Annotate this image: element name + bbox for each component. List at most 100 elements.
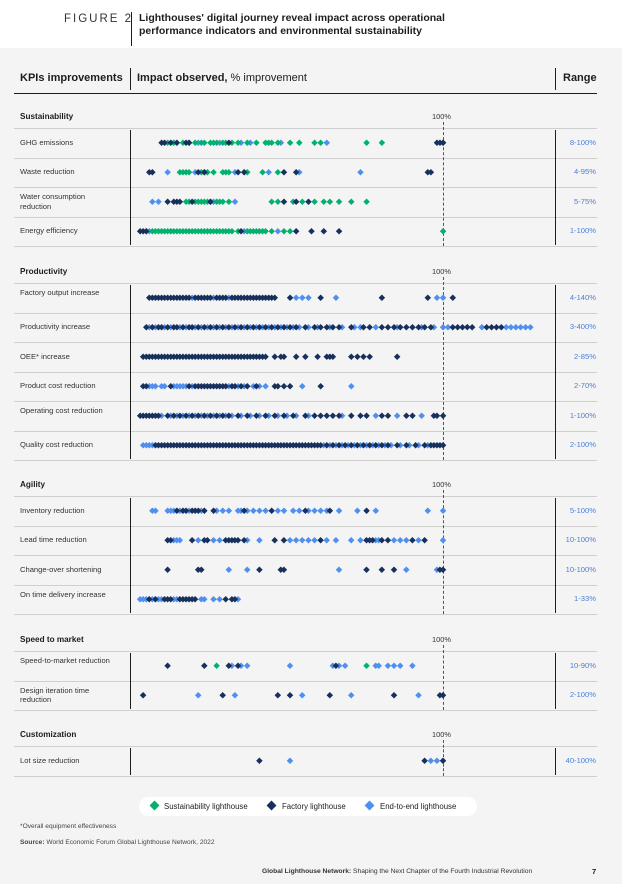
factory-lighthouse-point bbox=[366, 353, 373, 360]
factory-lighthouse-point bbox=[286, 294, 294, 301]
factory-lighthouse-point bbox=[149, 168, 156, 176]
end-to-end-lighthouse-point bbox=[289, 507, 297, 514]
factory-lighthouse-point bbox=[335, 412, 343, 419]
factory-lighthouse-point bbox=[173, 139, 181, 146]
end-to-end-lighthouse-point bbox=[210, 537, 217, 544]
range-value: 2-100% bbox=[569, 690, 596, 700]
factory-lighthouse-point bbox=[439, 441, 447, 449]
factory-lighthouse-point bbox=[363, 566, 370, 574]
factory-lighthouse-point bbox=[302, 353, 309, 360]
end-to-end-lighthouse-point bbox=[164, 168, 171, 176]
end-to-end-lighthouse-point bbox=[393, 412, 401, 419]
factory-lighthouse-point bbox=[421, 537, 428, 544]
factory-lighthouse-point bbox=[449, 323, 457, 331]
factory-lighthouse-point bbox=[393, 353, 401, 360]
factory-lighthouse-point bbox=[292, 227, 300, 235]
factory-lighthouse-point bbox=[262, 323, 269, 331]
factory-lighthouse-point bbox=[409, 323, 416, 331]
end-to-end-lighthouse-point bbox=[176, 537, 184, 544]
factory-lighthouse-point bbox=[409, 537, 416, 544]
factory-lighthouse-point bbox=[256, 757, 263, 765]
sustainability-lighthouse-point bbox=[363, 198, 370, 205]
factory-lighthouse-point bbox=[237, 382, 245, 390]
factory-lighthouse-point bbox=[403, 412, 410, 419]
factory-lighthouse-point bbox=[292, 323, 300, 331]
end-to-end-lighthouse-point bbox=[155, 198, 162, 205]
factory-lighthouse-point bbox=[289, 412, 297, 419]
factory-lighthouse-point bbox=[335, 323, 343, 331]
end-to-end-lighthouse-point bbox=[439, 323, 447, 331]
reference-100-label: 100% bbox=[432, 730, 451, 739]
end-to-end-lighthouse-point bbox=[305, 294, 312, 301]
sustainability-lighthouse-point bbox=[348, 198, 355, 205]
range-value: 40-100% bbox=[565, 755, 596, 765]
row-separator bbox=[14, 584, 597, 586]
sustainability-lighthouse-point bbox=[280, 227, 288, 235]
factory-lighthouse-point bbox=[427, 168, 435, 176]
factory-lighthouse-point bbox=[185, 139, 193, 146]
legend: Sustainability lighthouse Factory lighth… bbox=[139, 797, 477, 816]
label-column-divider bbox=[130, 748, 131, 775]
factory-lighthouse-point bbox=[201, 412, 208, 419]
factory-lighthouse-point bbox=[397, 323, 404, 331]
end-to-end-lighthouse-point bbox=[335, 566, 343, 574]
factory-lighthouse-point bbox=[280, 168, 288, 176]
factory-lighthouse-point bbox=[234, 537, 242, 544]
factory-lighthouse-point bbox=[369, 537, 376, 544]
factory-lighthouse-point bbox=[323, 412, 331, 419]
sustainability-lighthouse-point bbox=[185, 168, 193, 176]
factory-lighthouse-point bbox=[222, 294, 230, 301]
factory-lighthouse-point bbox=[348, 323, 355, 331]
sustainability-lighthouse-point bbox=[439, 227, 447, 235]
factory-lighthouse-point bbox=[302, 323, 309, 331]
factory-lighthouse-point bbox=[311, 323, 318, 331]
factory-lighthouse-point bbox=[271, 412, 279, 419]
end-to-end-lighthouse-point bbox=[292, 537, 300, 544]
factory-lighthouse-point bbox=[167, 382, 175, 390]
sustainability-lighthouse-point bbox=[253, 139, 260, 146]
kpi-label: Energy efficiency bbox=[20, 226, 78, 236]
factory-lighthouse-point bbox=[302, 412, 309, 419]
factory-lighthouse-point bbox=[167, 537, 174, 544]
factory-lighthouse-point bbox=[149, 323, 156, 331]
end-to-end-lighthouse-point bbox=[231, 198, 239, 205]
factory-lighthouse-point bbox=[188, 323, 196, 331]
end-to-end-lighthouse-point bbox=[311, 537, 318, 544]
row-separator bbox=[14, 525, 597, 527]
factory-lighthouse-point bbox=[274, 382, 282, 390]
kpi-label: Water consumption reduction bbox=[20, 192, 86, 211]
factory-lighthouse-point bbox=[188, 537, 196, 544]
end-to-end-lighthouse-point bbox=[256, 537, 263, 544]
end-to-end-lighthouse-point bbox=[317, 507, 324, 514]
label-column-divider bbox=[130, 285, 131, 459]
reference-100-label: 100% bbox=[432, 267, 451, 276]
range-value: 1-33% bbox=[574, 594, 596, 604]
sustainability-lighthouse-point bbox=[320, 198, 328, 205]
factory-lighthouse-point bbox=[256, 323, 263, 331]
factory-lighthouse-point bbox=[493, 323, 500, 331]
factory-lighthouse-point bbox=[268, 323, 275, 331]
range-value: 8-100% bbox=[569, 137, 596, 147]
factory-lighthouse-point bbox=[185, 294, 193, 301]
figure-divider bbox=[131, 12, 132, 46]
kpi-label: Inventory reduction bbox=[20, 505, 85, 515]
row-separator bbox=[14, 401, 597, 402]
sustainability-lighthouse-point bbox=[225, 168, 233, 176]
factory-lighthouse-point bbox=[483, 323, 490, 331]
factory-lighthouse-point bbox=[317, 294, 324, 301]
factory-lighthouse-point bbox=[164, 323, 171, 331]
range-column-divider bbox=[555, 285, 556, 459]
factory-lighthouse-point bbox=[286, 382, 294, 390]
end-to-end-lighthouse-point bbox=[341, 662, 349, 670]
section-title: Speed to market bbox=[20, 635, 84, 644]
sustainability-lighthouse-point bbox=[274, 139, 282, 146]
row-separator bbox=[14, 614, 597, 615]
row-separator bbox=[14, 460, 597, 461]
factory-lighthouse-point bbox=[244, 412, 251, 419]
factory-lighthouse-point bbox=[439, 757, 447, 765]
end-to-end-lighthouse-point bbox=[225, 507, 233, 514]
end-to-end-lighthouse-point bbox=[250, 507, 257, 514]
end-to-end-lighthouse-point bbox=[262, 507, 269, 514]
factory-lighthouse-point bbox=[262, 353, 269, 360]
factory-lighthouse-point bbox=[384, 412, 392, 419]
